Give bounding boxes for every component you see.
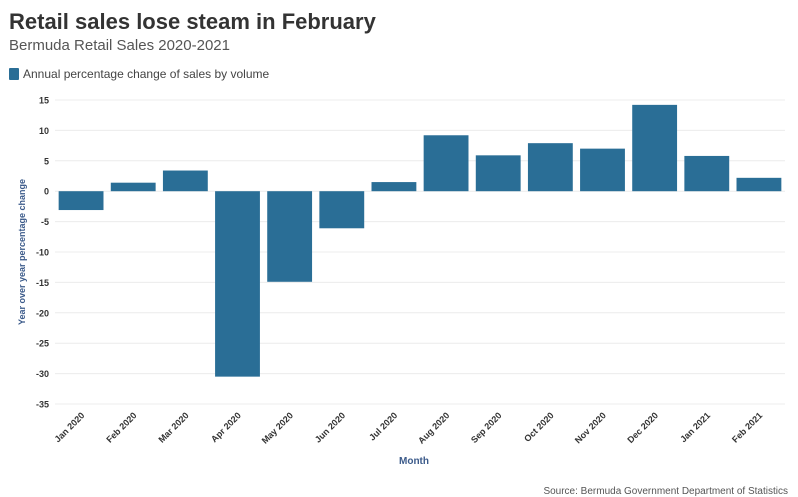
bar — [475, 155, 521, 192]
x-tick-label: Feb 2021 — [730, 410, 764, 444]
y-tick-label: 10 — [39, 126, 49, 136]
x-tick-label: Apr 2020 — [209, 410, 243, 444]
bar — [267, 191, 313, 282]
x-tick-label: Jan 2020 — [53, 410, 87, 444]
y-tick-label: 15 — [39, 96, 49, 106]
bar — [580, 148, 625, 192]
x-tick-label: Jan 2021 — [678, 410, 712, 444]
bar — [215, 191, 260, 377]
x-tick-label: Feb 2020 — [104, 410, 138, 444]
legend-swatch — [9, 68, 19, 80]
y-tick-label: -5 — [41, 217, 49, 227]
y-tick-label: -20 — [36, 308, 49, 318]
x-tick-label: May 2020 — [260, 410, 295, 445]
y-tick-label: 5 — [44, 156, 49, 166]
bar — [527, 143, 573, 192]
chart-title: Retail sales lose steam in February — [9, 9, 376, 34]
y-tick-label: -30 — [36, 369, 49, 379]
y-tick-label: -10 — [36, 248, 49, 258]
y-tick-label: -25 — [36, 339, 49, 349]
bar — [632, 104, 678, 192]
bar — [319, 191, 365, 229]
x-tick-label: Aug 2020 — [416, 410, 451, 445]
x-tick-label: Nov 2020 — [573, 410, 608, 445]
legend: Annual percentage change of sales by vol… — [9, 67, 269, 81]
y-axis-title: Year over year percentage change — [17, 179, 27, 325]
source-note: Source: Bermuda Government Department of… — [543, 486, 788, 497]
chart-subtitle: Bermuda Retail Sales 2020-2021 — [9, 37, 230, 54]
x-tick-label: Dec 2020 — [625, 410, 660, 445]
x-tick-label: Sep 2020 — [469, 410, 504, 445]
bar — [736, 177, 782, 192]
y-tick-label: 0 — [44, 187, 49, 197]
legend-label: Annual percentage change of sales by vol… — [23, 67, 270, 81]
bar — [371, 182, 417, 192]
y-tick-label: -35 — [36, 400, 49, 410]
x-tick-label: Jun 2020 — [313, 410, 347, 444]
x-axis-title: Month — [399, 456, 429, 467]
x-tick-label: Jul 2020 — [367, 410, 399, 442]
x-tick-label: Mar 2020 — [156, 410, 190, 444]
bar — [423, 135, 469, 192]
bar — [684, 155, 730, 192]
bar — [110, 182, 156, 192]
x-tick-label: Oct 2020 — [522, 410, 556, 444]
y-tick-label: -15 — [36, 278, 49, 288]
bar — [162, 170, 208, 192]
bar — [58, 191, 104, 211]
